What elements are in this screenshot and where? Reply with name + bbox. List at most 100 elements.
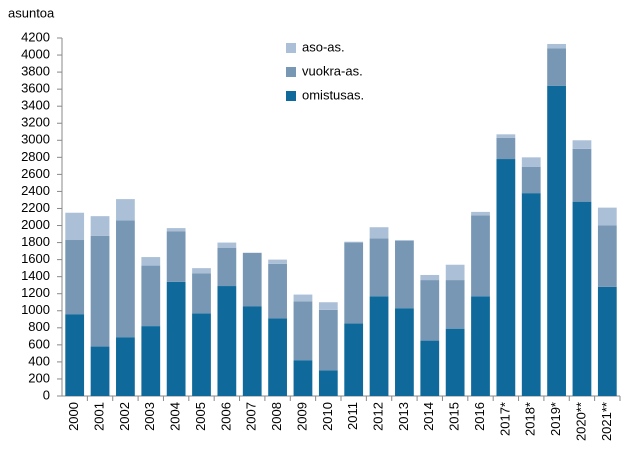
bar-segment — [369, 227, 389, 239]
bar-segment — [369, 238, 389, 297]
bar-segment — [521, 193, 541, 396]
bar-segment — [318, 370, 338, 396]
bar-segment — [344, 241, 364, 243]
x-tick-label: 2019* — [548, 402, 563, 436]
bar-segment — [471, 215, 490, 297]
y-axis-title: asuntoa — [8, 5, 55, 20]
bar-segment — [318, 302, 338, 310]
y-tick-label: 400 — [28, 353, 50, 368]
bar-segment — [471, 211, 490, 216]
y-tick-label: 3800 — [21, 64, 50, 79]
bar-segment — [572, 148, 592, 202]
bar-segment — [597, 225, 617, 287]
bar-segment — [268, 259, 287, 264]
bar-segment — [217, 286, 237, 396]
bar-segment — [141, 326, 161, 396]
bar-segment — [344, 242, 364, 324]
y-tick-label: 0 — [43, 387, 50, 402]
bar-segment — [116, 337, 135, 396]
bar-segment — [293, 360, 313, 396]
x-tick-label: 2020** — [573, 402, 588, 441]
bar-segment — [166, 281, 186, 396]
bar-segment — [242, 306, 262, 396]
bar-segment — [90, 235, 110, 347]
bar-segment — [547, 48, 566, 86]
bar-segment — [318, 309, 338, 371]
x-tick-label: 2002 — [117, 402, 132, 431]
bar-segment — [65, 240, 85, 315]
bar-segment — [116, 220, 135, 338]
bar-segment — [141, 257, 161, 266]
bar-segment — [547, 85, 566, 396]
x-tick-label: 2003 — [142, 402, 157, 431]
legend-label: vuokra-as. — [302, 63, 363, 78]
bar-segment — [395, 240, 414, 309]
x-tick-label: 2012 — [370, 402, 385, 431]
y-tick-label: 200 — [28, 370, 50, 385]
y-tick-label: 1800 — [21, 234, 50, 249]
x-tick-label: 2021** — [599, 402, 614, 441]
bar-segment — [395, 240, 414, 241]
x-tick-label: 2009 — [294, 402, 309, 431]
bar-segment — [268, 263, 287, 319]
bar-segment — [521, 157, 541, 167]
x-tick-label: 2011 — [345, 402, 360, 430]
bar-segment — [293, 294, 313, 302]
x-tick-label: 2017* — [497, 402, 512, 436]
x-tick-label: 2006 — [218, 402, 233, 431]
x-tick-label: 2007 — [244, 402, 259, 431]
bar-segment — [65, 314, 85, 396]
bar-segment — [547, 43, 566, 49]
bar-segment — [90, 346, 110, 396]
y-tick-label: 4000 — [21, 46, 50, 61]
bar-segment — [217, 242, 237, 248]
bar-segment — [90, 216, 110, 236]
bar-segment — [445, 328, 465, 396]
legend-swatch — [286, 43, 296, 53]
bar-segment — [597, 286, 617, 396]
x-tick-label: 2015 — [447, 402, 462, 431]
bar-segment — [344, 323, 364, 396]
y-tick-label: 800 — [28, 319, 50, 334]
legend-label: aso-as. — [302, 39, 345, 54]
bar-segment — [420, 274, 440, 281]
y-tick-label: 3400 — [21, 98, 50, 113]
x-tick-label: 2013 — [396, 402, 411, 431]
bar-segment — [395, 308, 414, 396]
x-tick-label: 2005 — [193, 402, 208, 431]
bar-segment — [471, 296, 490, 396]
y-tick-label: 2800 — [21, 149, 50, 164]
bar-segment — [496, 159, 516, 396]
y-tick-label: 2200 — [21, 200, 50, 215]
bar-segment — [369, 296, 389, 396]
x-tick-label: 2018* — [523, 402, 538, 436]
bar-segment — [496, 134, 516, 138]
y-tick-label: 3000 — [21, 132, 50, 147]
bar-segment — [141, 265, 161, 327]
bar-segment — [192, 313, 211, 396]
bar-segment — [420, 340, 440, 396]
x-tick-label: 2016 — [472, 402, 487, 431]
bar-segment — [572, 140, 592, 149]
bar-segment — [268, 318, 287, 396]
bar-segment — [192, 273, 211, 314]
x-tick-label: 2004 — [168, 402, 183, 431]
y-tick-label: 2600 — [21, 166, 50, 181]
y-tick-label: 600 — [28, 336, 50, 351]
y-tick-label: 4200 — [21, 29, 50, 44]
bar-segment — [116, 199, 135, 221]
y-tick-label: 1600 — [21, 251, 50, 266]
bar-segment — [521, 166, 541, 194]
x-tick-label: 2001 — [91, 402, 106, 431]
bar-segment — [420, 280, 440, 341]
y-tick-label: 3600 — [21, 81, 50, 96]
y-tick-label: 1000 — [21, 302, 50, 317]
bar-segment — [217, 247, 237, 287]
bar-segment — [572, 201, 592, 396]
bar-segment — [242, 252, 262, 307]
y-tick-label: 1200 — [21, 285, 50, 300]
bar-segment — [445, 264, 465, 281]
y-tick-label: 1400 — [21, 268, 50, 283]
bar-segment — [293, 301, 313, 361]
